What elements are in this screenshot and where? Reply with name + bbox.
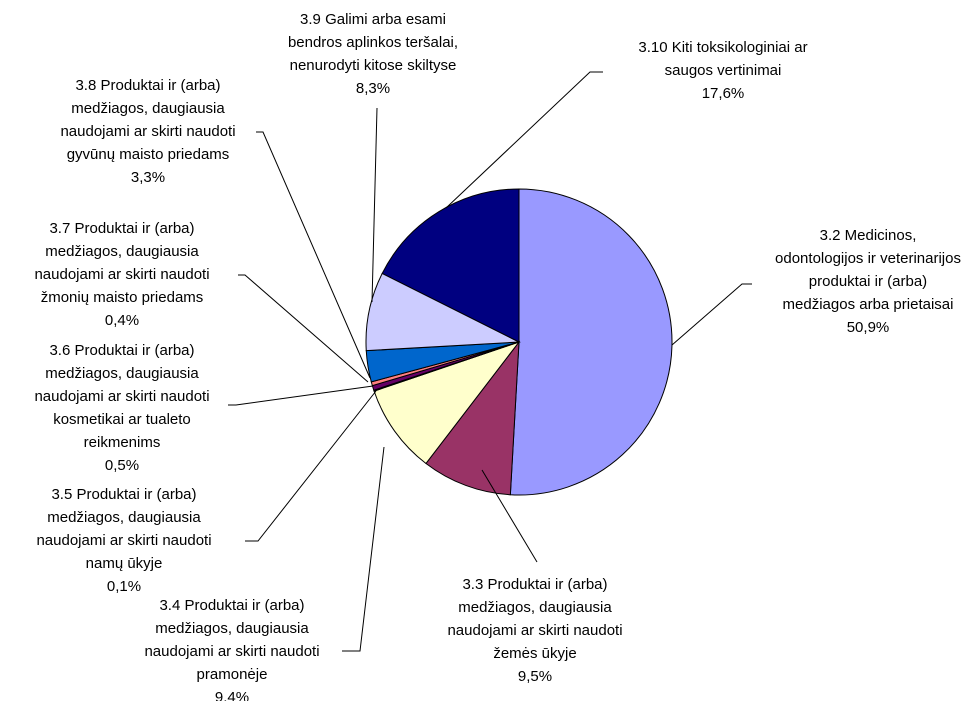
slice-label: medžiagos arba prietaisai — [783, 296, 954, 313]
leader-line — [445, 71, 603, 209]
slice-label: medžiagos, daugiausia — [458, 599, 612, 616]
slice-label: nenurodyti kitose skiltyse — [290, 57, 457, 74]
leader-line — [371, 107, 378, 303]
slice-label: medžiagos, daugiausia — [71, 100, 225, 117]
slice-label: naudojami ar skirti naudoti — [34, 266, 209, 283]
pie-slice — [381, 188, 520, 343]
slice-label: žemės ūkyje — [493, 645, 576, 662]
slice-label: 3.3 Produktai ir (arba) — [462, 576, 607, 593]
leader-line — [228, 385, 374, 406]
slice-label: naudojami ar skirti naudoti — [447, 622, 622, 639]
pie-slice — [425, 340, 520, 496]
slice-label: naudojami ar skirti naudoti — [34, 388, 209, 405]
slice-label: medžiagos, daugiausia — [45, 365, 199, 382]
slice-label: 3.2 Medicinos, — [820, 227, 917, 244]
leader-line — [238, 274, 369, 383]
slice-label: namų ūkyje — [86, 555, 163, 572]
slice-value-label: 17,6% — [702, 85, 745, 102]
leader-line — [342, 446, 385, 652]
slice-label: 3.6 Produktai ir (arba) — [49, 342, 194, 359]
slice-label: 3.4 Produktai ir (arba) — [159, 597, 304, 614]
slice-value-label: 9,4% — [215, 689, 249, 701]
slice-value-label: 0,5% — [105, 457, 139, 474]
slice-value-label: 3,3% — [131, 169, 165, 186]
slice-label: pramonėje — [197, 666, 268, 683]
slice-value-label: 9,5% — [518, 668, 552, 685]
pie-slice — [509, 188, 673, 496]
slice-label: 3.10 Kiti toksikologiniai ar — [638, 39, 807, 56]
leader-line — [671, 283, 752, 346]
slice-label: 3.8 Produktai ir (arba) — [75, 77, 220, 94]
slice-label: žmonių maisto priedams — [41, 289, 204, 306]
slice-label: naudojami ar skirti naudoti — [60, 123, 235, 140]
slice-label: produktai ir (arba) — [809, 273, 927, 290]
slice-label: medžiagos, daugiausia — [155, 620, 309, 637]
slice-value-label: 0,4% — [105, 312, 139, 329]
slice-label: 3.5 Produktai ir (arba) — [51, 486, 196, 503]
leader-line — [256, 131, 371, 379]
slice-label: kosmetikai ar tualeto — [53, 411, 191, 428]
slice-label: 3.9 Galimi arba esami — [300, 11, 446, 28]
leader-line — [481, 469, 538, 563]
leader-line — [245, 390, 377, 542]
slice-label: reikmenims — [84, 434, 161, 451]
slice-label: odontologijos ir veterinarijos — [775, 250, 961, 267]
slice-label: medžiagos, daugiausia — [45, 243, 199, 260]
slice-value-label: 0,1% — [107, 578, 141, 595]
slice-label: naudojami ar skirti naudoti — [144, 643, 319, 660]
slice-label: medžiagos, daugiausia — [47, 509, 201, 526]
slice-label: bendros aplinkos teršalai, — [288, 34, 458, 51]
slice-value-label: 8,3% — [356, 80, 390, 97]
slice-label: naudojami ar skirti naudoti — [36, 532, 211, 549]
slice-label: saugos vertinimai — [665, 62, 782, 79]
slice-value-label: 50,9% — [847, 319, 890, 336]
slice-label: 3.7 Produktai ir (arba) — [49, 220, 194, 237]
slice-label: gyvūnų maisto priedams — [67, 146, 230, 163]
